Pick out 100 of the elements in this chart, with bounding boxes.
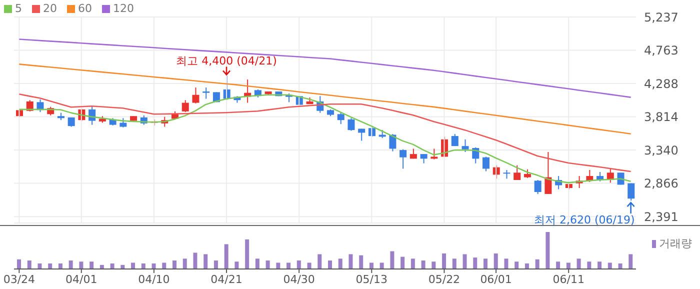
bar xyxy=(380,262,384,269)
bar xyxy=(276,262,280,269)
bar xyxy=(318,254,322,269)
bar xyxy=(110,263,114,269)
bar xyxy=(628,254,633,269)
x-tick-label: 06/01 xyxy=(480,272,512,286)
candlestick xyxy=(88,106,96,126)
x-tick-label: 05/13 xyxy=(356,272,388,286)
candlestick xyxy=(192,86,200,104)
bar xyxy=(48,263,52,269)
y-tick-label: 3,340 xyxy=(644,143,678,158)
bar xyxy=(566,262,570,269)
annotation: 최고 4,400 (04/21) xyxy=(176,54,277,68)
y-tick-label: 2,866 xyxy=(644,176,678,191)
bar xyxy=(504,258,508,269)
bar xyxy=(514,262,519,269)
candlestick xyxy=(534,180,542,194)
bar xyxy=(152,263,156,269)
bar xyxy=(68,260,73,269)
candlestick xyxy=(182,100,189,113)
candlestick xyxy=(430,148,438,160)
candlestick xyxy=(514,164,521,181)
x-tick-label: 06/11 xyxy=(552,272,584,286)
bar xyxy=(296,260,301,269)
candlestick xyxy=(337,112,344,125)
bar xyxy=(546,232,550,269)
bar xyxy=(348,254,353,269)
bar xyxy=(38,263,42,269)
bar xyxy=(359,255,364,269)
bar xyxy=(214,260,218,269)
bar xyxy=(390,251,394,269)
bar xyxy=(369,262,374,269)
bar xyxy=(442,253,446,269)
x-tick-label: 04/10 xyxy=(138,272,170,286)
candlestick xyxy=(482,156,490,172)
legend-label: 20 xyxy=(43,2,57,15)
bar xyxy=(410,258,415,269)
y-tick-label: 4,288 xyxy=(644,76,678,91)
candlestick xyxy=(120,118,127,128)
y-tick-label: 2,391 xyxy=(644,210,678,224)
bar xyxy=(182,258,187,269)
bar xyxy=(204,254,208,269)
bar xyxy=(162,262,166,269)
bar xyxy=(245,239,250,269)
bar xyxy=(79,262,84,269)
bar xyxy=(338,258,342,269)
bar xyxy=(234,262,239,269)
bar xyxy=(494,253,498,269)
bar xyxy=(141,263,146,269)
bar xyxy=(131,262,136,269)
bar xyxy=(473,258,478,269)
bar xyxy=(484,258,488,269)
bar xyxy=(576,258,581,269)
bar xyxy=(58,263,62,269)
candlestick xyxy=(202,86,210,100)
bar xyxy=(400,256,405,269)
bar xyxy=(462,254,467,269)
legend-label: 60 xyxy=(78,2,92,15)
candlestick xyxy=(358,128,366,142)
bar xyxy=(17,259,21,269)
x-tick-label: 04/01 xyxy=(66,272,98,286)
candlestick xyxy=(544,152,552,194)
bar xyxy=(452,258,456,269)
bar xyxy=(307,262,312,269)
x-tick-label: 05/22 xyxy=(428,272,460,286)
candlestick xyxy=(26,100,34,112)
candlestick xyxy=(420,154,428,164)
bar xyxy=(598,262,602,269)
annotation: 최저 2,620 (06/19) xyxy=(534,214,635,227)
bar xyxy=(587,262,592,269)
x-tick-label: 03/24 xyxy=(3,272,36,286)
bar xyxy=(556,262,560,269)
bar xyxy=(27,260,32,269)
bar xyxy=(90,262,94,269)
y-tick-label: 5,237 xyxy=(644,10,678,24)
candlestick xyxy=(628,182,635,202)
legend-label: 거래량 xyxy=(659,236,692,251)
bar xyxy=(286,262,291,269)
bar xyxy=(524,263,529,269)
x-tick-label: 04/30 xyxy=(283,272,315,286)
bar xyxy=(608,262,612,269)
bar xyxy=(328,260,332,269)
bar xyxy=(266,260,270,269)
bar xyxy=(618,263,622,269)
bar xyxy=(255,258,260,269)
candlestick xyxy=(400,148,407,170)
bar xyxy=(432,262,436,269)
bar xyxy=(193,252,198,269)
bar xyxy=(421,260,426,269)
candlestick xyxy=(348,118,355,132)
y-tick-label: 3,814 xyxy=(644,110,678,124)
y-tick-label: 4,763 xyxy=(644,44,678,58)
legend-label: 5 xyxy=(15,2,22,15)
bar xyxy=(224,244,228,269)
x-tick-label: 04/21 xyxy=(210,272,242,286)
line-series xyxy=(18,38,632,98)
bar xyxy=(172,260,176,269)
legend-label: 120 xyxy=(113,2,134,15)
candlestick xyxy=(462,138,469,153)
bar xyxy=(535,259,540,269)
